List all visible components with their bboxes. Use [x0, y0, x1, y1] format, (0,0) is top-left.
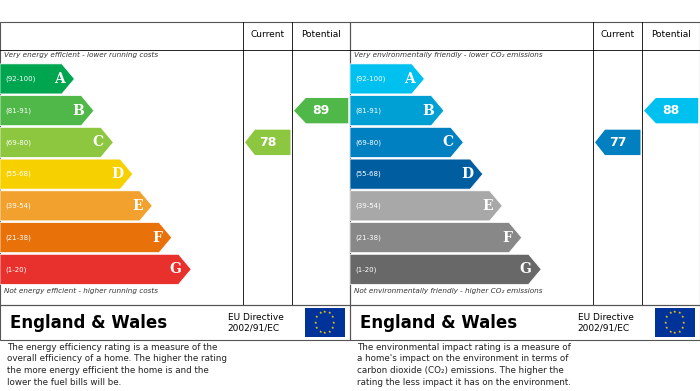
Text: ★: ★ — [331, 326, 335, 330]
Text: ★: ★ — [328, 330, 331, 334]
Polygon shape — [0, 159, 133, 189]
Text: ★: ★ — [665, 315, 668, 319]
Text: Very environmentally friendly - lower CO₂ emissions: Very environmentally friendly - lower CO… — [354, 52, 542, 58]
Polygon shape — [0, 127, 113, 158]
Text: Environmental Impact (CO₂) Rating: Environmental Impact (CO₂) Rating — [357, 5, 589, 18]
Text: ★: ★ — [323, 331, 326, 335]
Text: ★: ★ — [682, 321, 685, 325]
Text: D: D — [111, 167, 123, 181]
Text: F: F — [153, 231, 162, 245]
Text: (55-68): (55-68) — [355, 171, 381, 178]
Text: (69-80): (69-80) — [355, 139, 382, 145]
Text: E: E — [132, 199, 143, 213]
Text: ★: ★ — [681, 326, 685, 330]
Text: 77: 77 — [609, 136, 626, 149]
Text: ★: ★ — [328, 311, 331, 316]
Text: ★: ★ — [673, 331, 676, 335]
Text: ★: ★ — [681, 315, 685, 319]
Polygon shape — [0, 191, 153, 221]
Text: ★: ★ — [664, 321, 667, 325]
Text: (69-80): (69-80) — [6, 139, 32, 145]
Text: G: G — [170, 262, 182, 276]
Polygon shape — [350, 254, 541, 284]
Text: EU Directive
2002/91/EC: EU Directive 2002/91/EC — [578, 313, 634, 332]
Text: (39-54): (39-54) — [6, 203, 31, 209]
Text: Not environmentally friendly - higher CO₂ emissions: Not environmentally friendly - higher CO… — [354, 287, 542, 294]
Text: 89: 89 — [312, 104, 330, 117]
Text: ★: ★ — [323, 310, 326, 314]
Polygon shape — [350, 127, 463, 158]
Text: ★: ★ — [668, 330, 672, 334]
Text: (39-54): (39-54) — [355, 203, 381, 209]
Text: C: C — [93, 135, 104, 149]
Polygon shape — [0, 222, 172, 253]
Polygon shape — [0, 64, 74, 94]
Text: (81-91): (81-91) — [355, 108, 382, 114]
Text: (1-20): (1-20) — [6, 266, 27, 273]
Polygon shape — [350, 159, 483, 189]
Text: ★: ★ — [318, 330, 322, 334]
Text: 88: 88 — [662, 104, 680, 117]
Text: C: C — [443, 135, 454, 149]
Polygon shape — [350, 96, 444, 126]
Text: ★: ★ — [673, 310, 676, 314]
Polygon shape — [245, 130, 290, 155]
Text: Very energy efficient - lower running costs: Very energy efficient - lower running co… — [4, 52, 158, 58]
Text: (92-100): (92-100) — [6, 75, 36, 82]
Polygon shape — [294, 98, 349, 123]
Text: (1-20): (1-20) — [355, 266, 377, 273]
Text: 78: 78 — [259, 136, 276, 149]
Text: Current: Current — [251, 30, 285, 39]
Text: ★: ★ — [331, 315, 335, 319]
Polygon shape — [350, 191, 503, 221]
Polygon shape — [350, 64, 424, 94]
Text: ★: ★ — [668, 311, 672, 316]
Text: Potential: Potential — [651, 30, 691, 39]
Text: B: B — [423, 104, 435, 118]
Text: (92-100): (92-100) — [355, 75, 386, 82]
Text: Not energy efficient - higher running costs: Not energy efficient - higher running co… — [4, 287, 158, 294]
Text: E: E — [482, 199, 493, 213]
Text: A: A — [54, 72, 65, 86]
Polygon shape — [350, 222, 522, 253]
Text: EU Directive
2002/91/EC: EU Directive 2002/91/EC — [228, 313, 284, 332]
Bar — [654, 308, 694, 337]
Text: ★: ★ — [315, 315, 318, 319]
Text: Energy Efficiency Rating: Energy Efficiency Rating — [7, 5, 169, 18]
Text: (21-38): (21-38) — [6, 234, 31, 241]
Text: England & Wales: England & Wales — [10, 314, 167, 332]
Text: (21-38): (21-38) — [355, 234, 381, 241]
Text: The environmental impact rating is a measure of
a home's impact on the environme: The environmental impact rating is a mea… — [357, 343, 571, 387]
Text: ★: ★ — [678, 311, 681, 316]
Text: The energy efficiency rating is a measure of the
overall efficiency of a home. T: The energy efficiency rating is a measur… — [7, 343, 227, 387]
Text: ★: ★ — [678, 330, 681, 334]
Text: B: B — [73, 104, 85, 118]
Text: ★: ★ — [318, 311, 322, 316]
Text: Current: Current — [601, 30, 635, 39]
Text: England & Wales: England & Wales — [360, 314, 517, 332]
Polygon shape — [595, 130, 640, 155]
Polygon shape — [0, 96, 94, 126]
Bar — [304, 308, 344, 337]
Text: D: D — [461, 167, 473, 181]
Text: A: A — [404, 72, 415, 86]
Text: ★: ★ — [665, 326, 668, 330]
Text: ★: ★ — [332, 321, 335, 325]
Text: G: G — [520, 262, 532, 276]
Text: (55-68): (55-68) — [6, 171, 31, 178]
Polygon shape — [644, 98, 699, 123]
Text: F: F — [503, 231, 512, 245]
Text: ★: ★ — [314, 321, 317, 325]
Text: (81-91): (81-91) — [6, 108, 32, 114]
Text: Potential: Potential — [301, 30, 341, 39]
Polygon shape — [0, 254, 191, 284]
Text: ★: ★ — [315, 326, 318, 330]
